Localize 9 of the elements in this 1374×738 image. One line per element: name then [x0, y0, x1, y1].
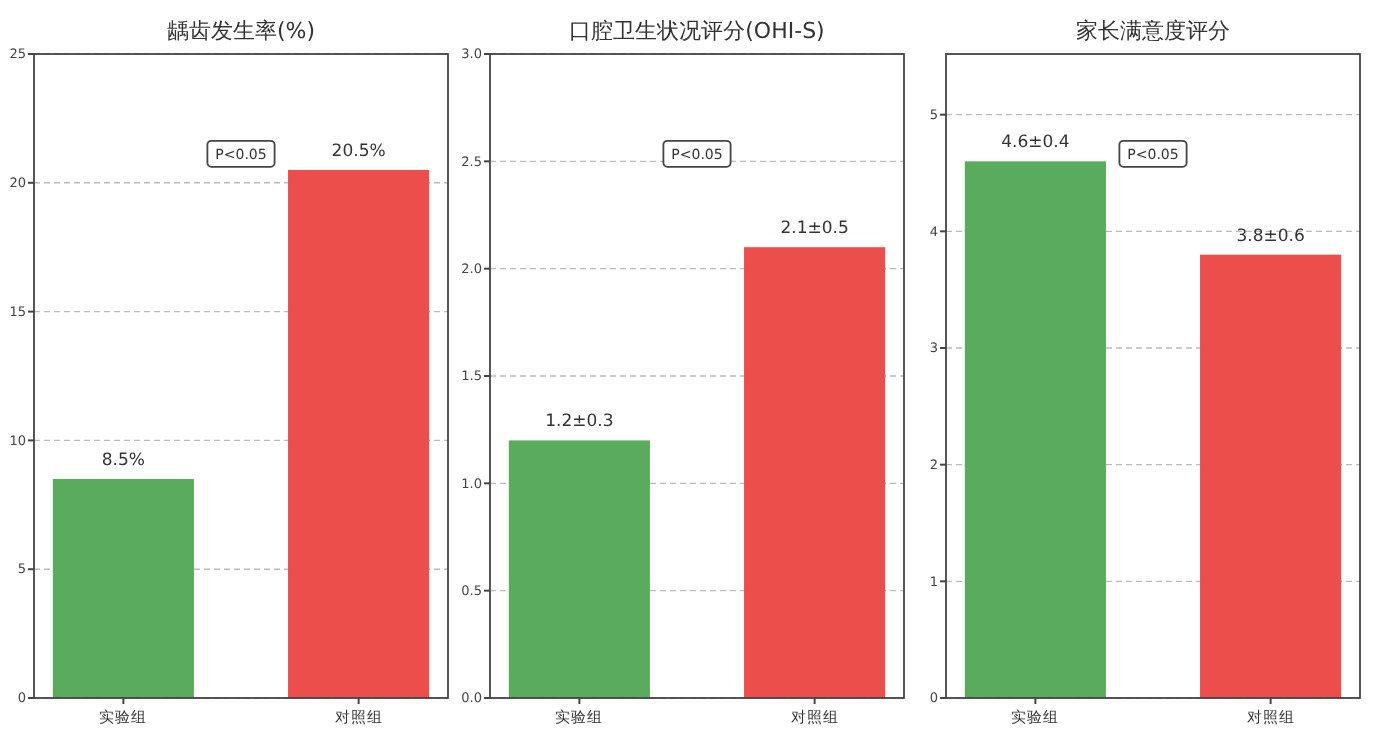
data-label: 20.5% [331, 141, 386, 162]
chart-title: 龋齿发生率(%) [166, 18, 316, 44]
data-label: 2.1±0.5 [780, 219, 849, 240]
chart-title: 口腔卫生状况评分(OHI-S) [569, 18, 825, 44]
data-label: 4.6±0.4 [1001, 133, 1070, 154]
data-label: 3.8±0.6 [1236, 226, 1305, 247]
data-label: 1.2±0.3 [545, 412, 614, 433]
data-label: 8.5% [101, 451, 145, 472]
chart-title: 家长满意度评分 [1076, 18, 1230, 44]
